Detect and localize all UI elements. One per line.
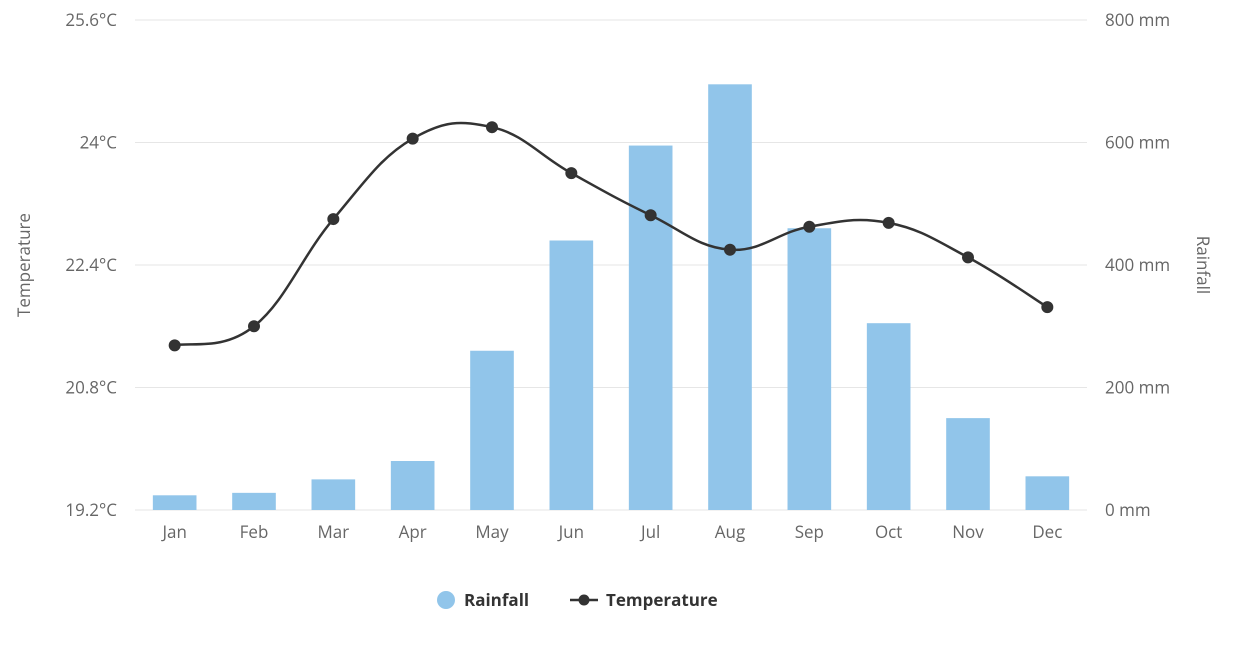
temperature-point [1042,302,1053,313]
right-tick-label: 600 mm [1105,131,1170,154]
rainfall-bar [470,351,514,510]
rainfall-bar [391,461,435,510]
x-tick-label: Jul [639,520,660,543]
temperature-line [175,123,1048,345]
temperature-point [487,122,498,133]
x-tick-label: Feb [240,520,269,543]
left-tick-label: 20.8°C [65,376,117,399]
rainfall-bar [788,228,832,510]
rainfall-bar [550,241,594,511]
x-tick-label: Apr [399,520,427,543]
left-axis-title: Temperature [12,213,35,317]
rainfall-bar [312,479,356,510]
legend-swatch-temperature-dot [579,595,590,606]
x-tick-label: Dec [1032,520,1062,543]
rainfall-bar [629,146,673,510]
legend-swatch-rainfall [437,591,455,609]
rainfall-bar [946,418,990,510]
temperature-point [804,221,815,232]
x-tick-label: Jan [160,520,186,543]
right-tick-label: 400 mm [1105,253,1170,276]
x-tick-label: Sep [795,520,824,543]
rainfall-bar [153,495,197,510]
temperature-point [645,210,656,221]
right-axis-title: Rainfall [1192,236,1215,294]
left-tick-label: 25.6°C [65,8,117,31]
temperature-point [328,214,339,225]
x-tick-label: Oct [875,520,902,543]
right-tick-label: 800 mm [1105,8,1170,31]
temperature-point [169,340,180,351]
temperature-point [725,244,736,255]
rainfall-bar [867,323,911,510]
temperature-point [249,321,260,332]
temperature-point [963,252,974,263]
left-tick-label: 24°C [80,131,118,154]
rainfall-bar [1026,476,1070,510]
temperature-point [883,217,894,228]
x-tick-label: Mar [317,520,349,543]
rainfall-bar [232,493,276,510]
left-tick-label: 19.2°C [65,498,117,521]
legend: Rainfall Temperature [437,588,718,611]
legend-label-rainfall: Rainfall [464,588,529,611]
climate-chart: 19.2°C 0 mm 20.8°C 200 mm 22.4°C 400 mm 24°C 60… [0,0,1254,652]
x-tick-label: Jun [557,520,584,543]
legend-label-temperature: Temperature [606,588,718,611]
rainfall-bar [708,84,752,510]
right-tick-label: 0 mm [1105,498,1151,521]
temperature-point [407,133,418,144]
left-tick-label: 22.4°C [65,253,117,276]
temperature-point [566,168,577,179]
x-tick-label: Nov [952,520,984,543]
chart-svg: 19.2°C 0 mm 20.8°C 200 mm 22.4°C 400 mm 24°C 60… [0,0,1254,652]
x-tick-label: May [475,520,509,543]
x-tick-label: Aug [715,520,745,543]
right-tick-label: 200 mm [1105,376,1170,399]
